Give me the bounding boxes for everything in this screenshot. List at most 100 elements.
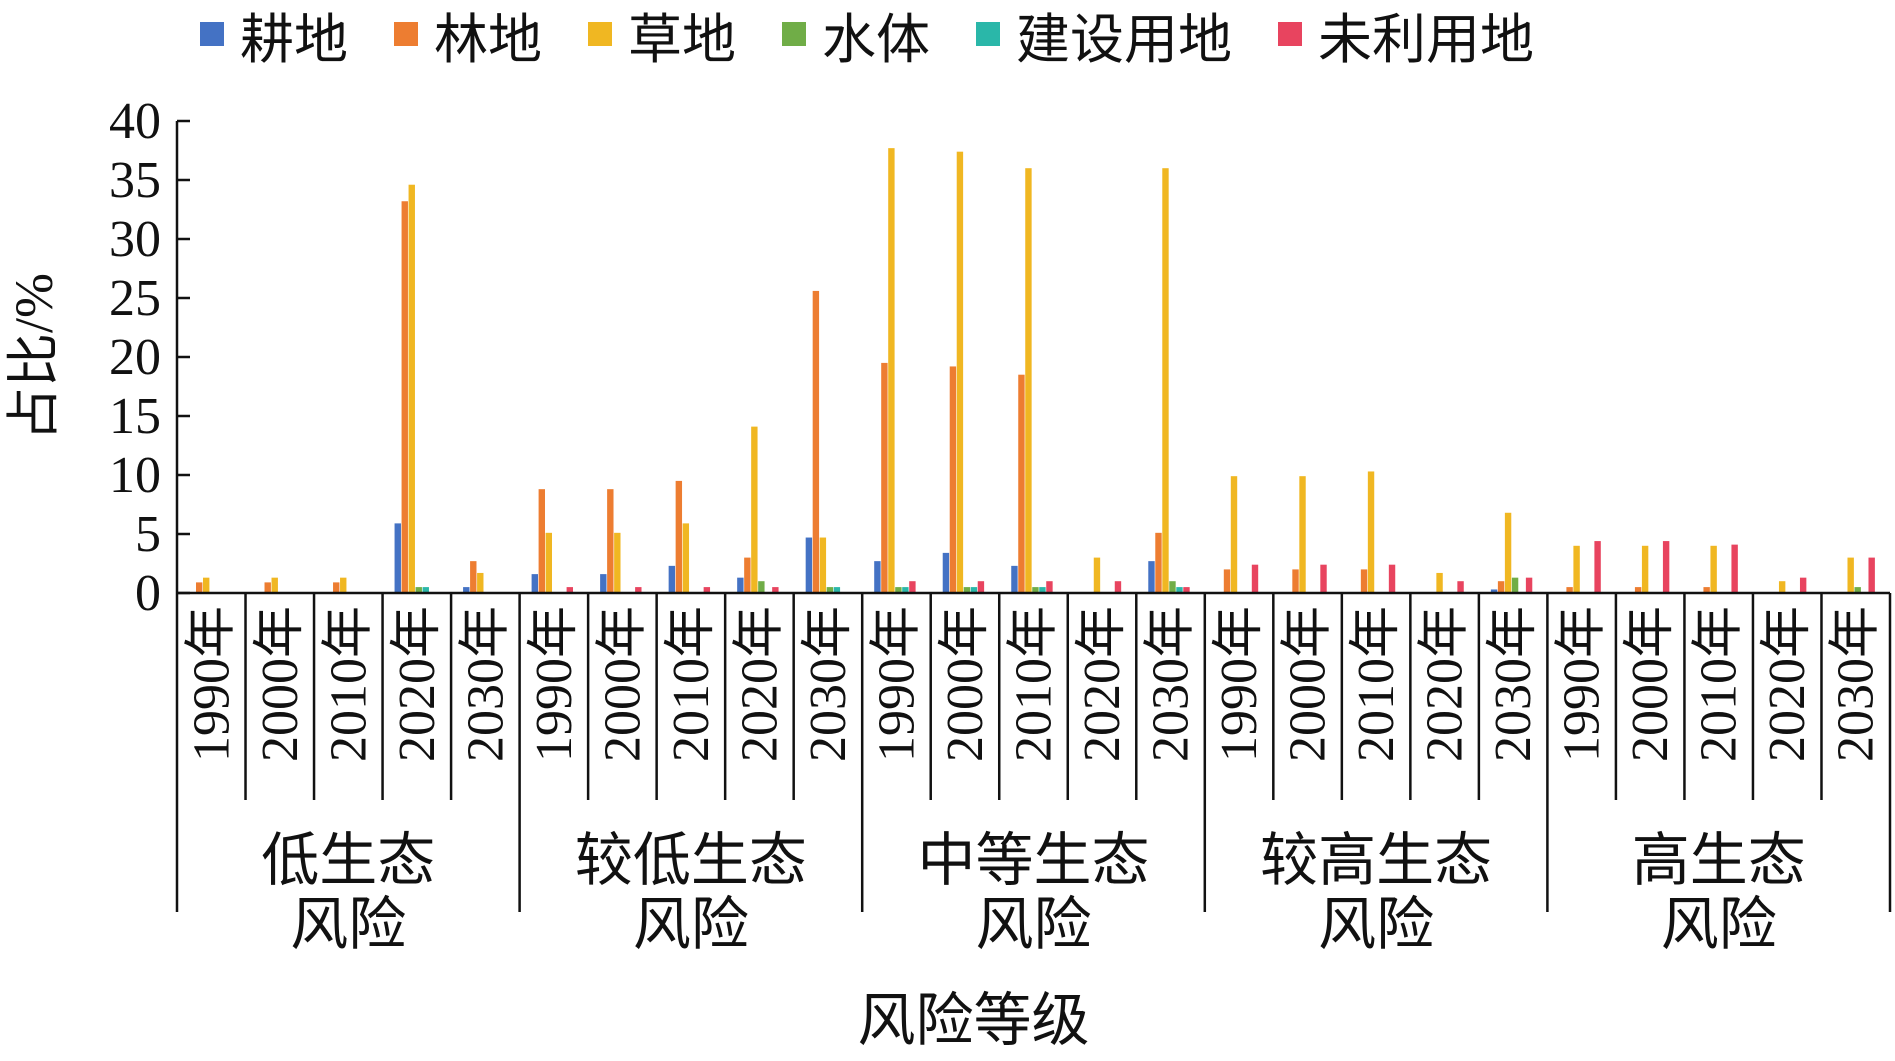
x-year-label: 2030年 <box>1828 606 1885 762</box>
x-year-label: 2030年 <box>457 606 514 762</box>
y-axis-title: 占比/% <box>4 273 64 441</box>
legend-label-cropland: 耕地 <box>240 7 348 71</box>
y-tick-label: 10 <box>109 447 161 504</box>
bar <box>614 532 621 593</box>
x-axis-title: 风险等级 <box>857 988 1089 1053</box>
x-group-label: 风险 <box>633 892 749 957</box>
bar <box>977 581 985 593</box>
bar <box>881 362 888 593</box>
bar <box>1155 532 1162 593</box>
bar <box>203 577 210 593</box>
x-year-label: 2000年 <box>1622 606 1679 762</box>
x-year-label: 1990年 <box>1211 606 1268 762</box>
bar <box>1799 577 1807 593</box>
x-year-label: 2020年 <box>731 606 788 762</box>
bar <box>744 557 751 593</box>
bar <box>772 587 779 593</box>
bar <box>264 582 271 593</box>
bar <box>463 587 470 593</box>
legend-item-water: 水体 <box>782 0 930 74</box>
x-year-label: 2030年 <box>800 606 857 762</box>
bar <box>888 148 895 593</box>
x-year-label: 2030年 <box>1143 606 1200 762</box>
bar <box>1032 587 1039 593</box>
bar <box>538 489 545 593</box>
bar <box>1251 564 1259 593</box>
bar <box>1148 561 1155 593</box>
x-year-label: 2000年 <box>937 606 994 762</box>
bar <box>1703 587 1710 593</box>
x-group-label: 风险 <box>1661 892 1777 957</box>
x-group-label: 中等生态 <box>917 828 1149 893</box>
legend-swatch-cropland <box>200 22 224 46</box>
bar <box>812 290 820 593</box>
bar <box>415 587 422 593</box>
x-year-label: 2020年 <box>1074 606 1131 762</box>
bar <box>970 587 978 593</box>
bar <box>1634 587 1642 593</box>
bar <box>333 582 340 593</box>
bar <box>703 587 711 593</box>
bar <box>271 577 278 593</box>
bar <box>963 587 971 593</box>
bar <box>607 489 614 593</box>
legend-label-unused: 未利用地 <box>1318 7 1534 71</box>
legend-label-grassland: 草地 <box>628 7 736 71</box>
legend-label-forest: 林地 <box>434 7 542 71</box>
bar <box>1662 541 1670 593</box>
legend-swatch-water <box>782 22 806 46</box>
bar <box>1367 471 1375 593</box>
x-year-label: 2010年 <box>1691 606 1748 762</box>
y-tick-label: 5 <box>135 506 161 563</box>
bar <box>1320 564 1327 593</box>
bar <box>1018 374 1025 593</box>
bar <box>1176 587 1183 593</box>
bar <box>942 552 950 593</box>
legend: 耕地 林地 草地 水体 建设用地 未利用地 <box>200 2 1580 71</box>
bar <box>1854 587 1861 593</box>
bar <box>545 532 552 593</box>
bar <box>1710 545 1717 593</box>
x-year-label: 2010年 <box>1348 606 1405 762</box>
bar <box>909 581 916 593</box>
y-tick-label: 30 <box>109 211 161 268</box>
bar <box>422 587 429 593</box>
bar <box>1299 476 1306 593</box>
bar <box>1360 569 1368 593</box>
legend-label-built-up: 建设用地 <box>1016 7 1232 71</box>
bar <box>1511 577 1519 593</box>
legend-swatch-forest <box>394 22 418 46</box>
bar <box>566 587 573 593</box>
bar <box>1778 581 1786 593</box>
bar <box>477 572 484 593</box>
x-year-label: 1990年 <box>1554 606 1611 762</box>
bar <box>531 574 538 593</box>
bar <box>895 587 902 593</box>
bar <box>1230 476 1238 593</box>
bar <box>1641 545 1649 593</box>
bar <box>956 151 964 593</box>
legend-item-built-up: 建设用地 <box>976 0 1232 74</box>
bar <box>1490 589 1498 593</box>
y-tick-label: 40 <box>109 93 161 150</box>
legend-swatch-unused <box>1278 22 1302 46</box>
x-year-label: 1990年 <box>526 606 583 762</box>
legend-item-forest: 林地 <box>394 0 542 74</box>
bar <box>682 523 690 593</box>
x-group-label: 高生态 <box>1632 828 1806 893</box>
x-year-label: 2000年 <box>1280 606 1337 762</box>
y-tick-label: 0 <box>135 565 161 622</box>
bar <box>1183 587 1190 593</box>
bar <box>874 561 881 593</box>
bar <box>1847 557 1854 593</box>
x-year-label: 2020年 <box>1759 606 1816 762</box>
bar <box>949 366 957 593</box>
y-tick-label: 25 <box>109 270 161 327</box>
x-year-label: 1990年 <box>868 606 925 762</box>
legend-swatch-grassland <box>588 22 612 46</box>
bar <box>1497 581 1505 593</box>
x-group-label: 较高生态 <box>1260 828 1492 893</box>
bar <box>394 523 401 593</box>
bar <box>1046 581 1053 593</box>
